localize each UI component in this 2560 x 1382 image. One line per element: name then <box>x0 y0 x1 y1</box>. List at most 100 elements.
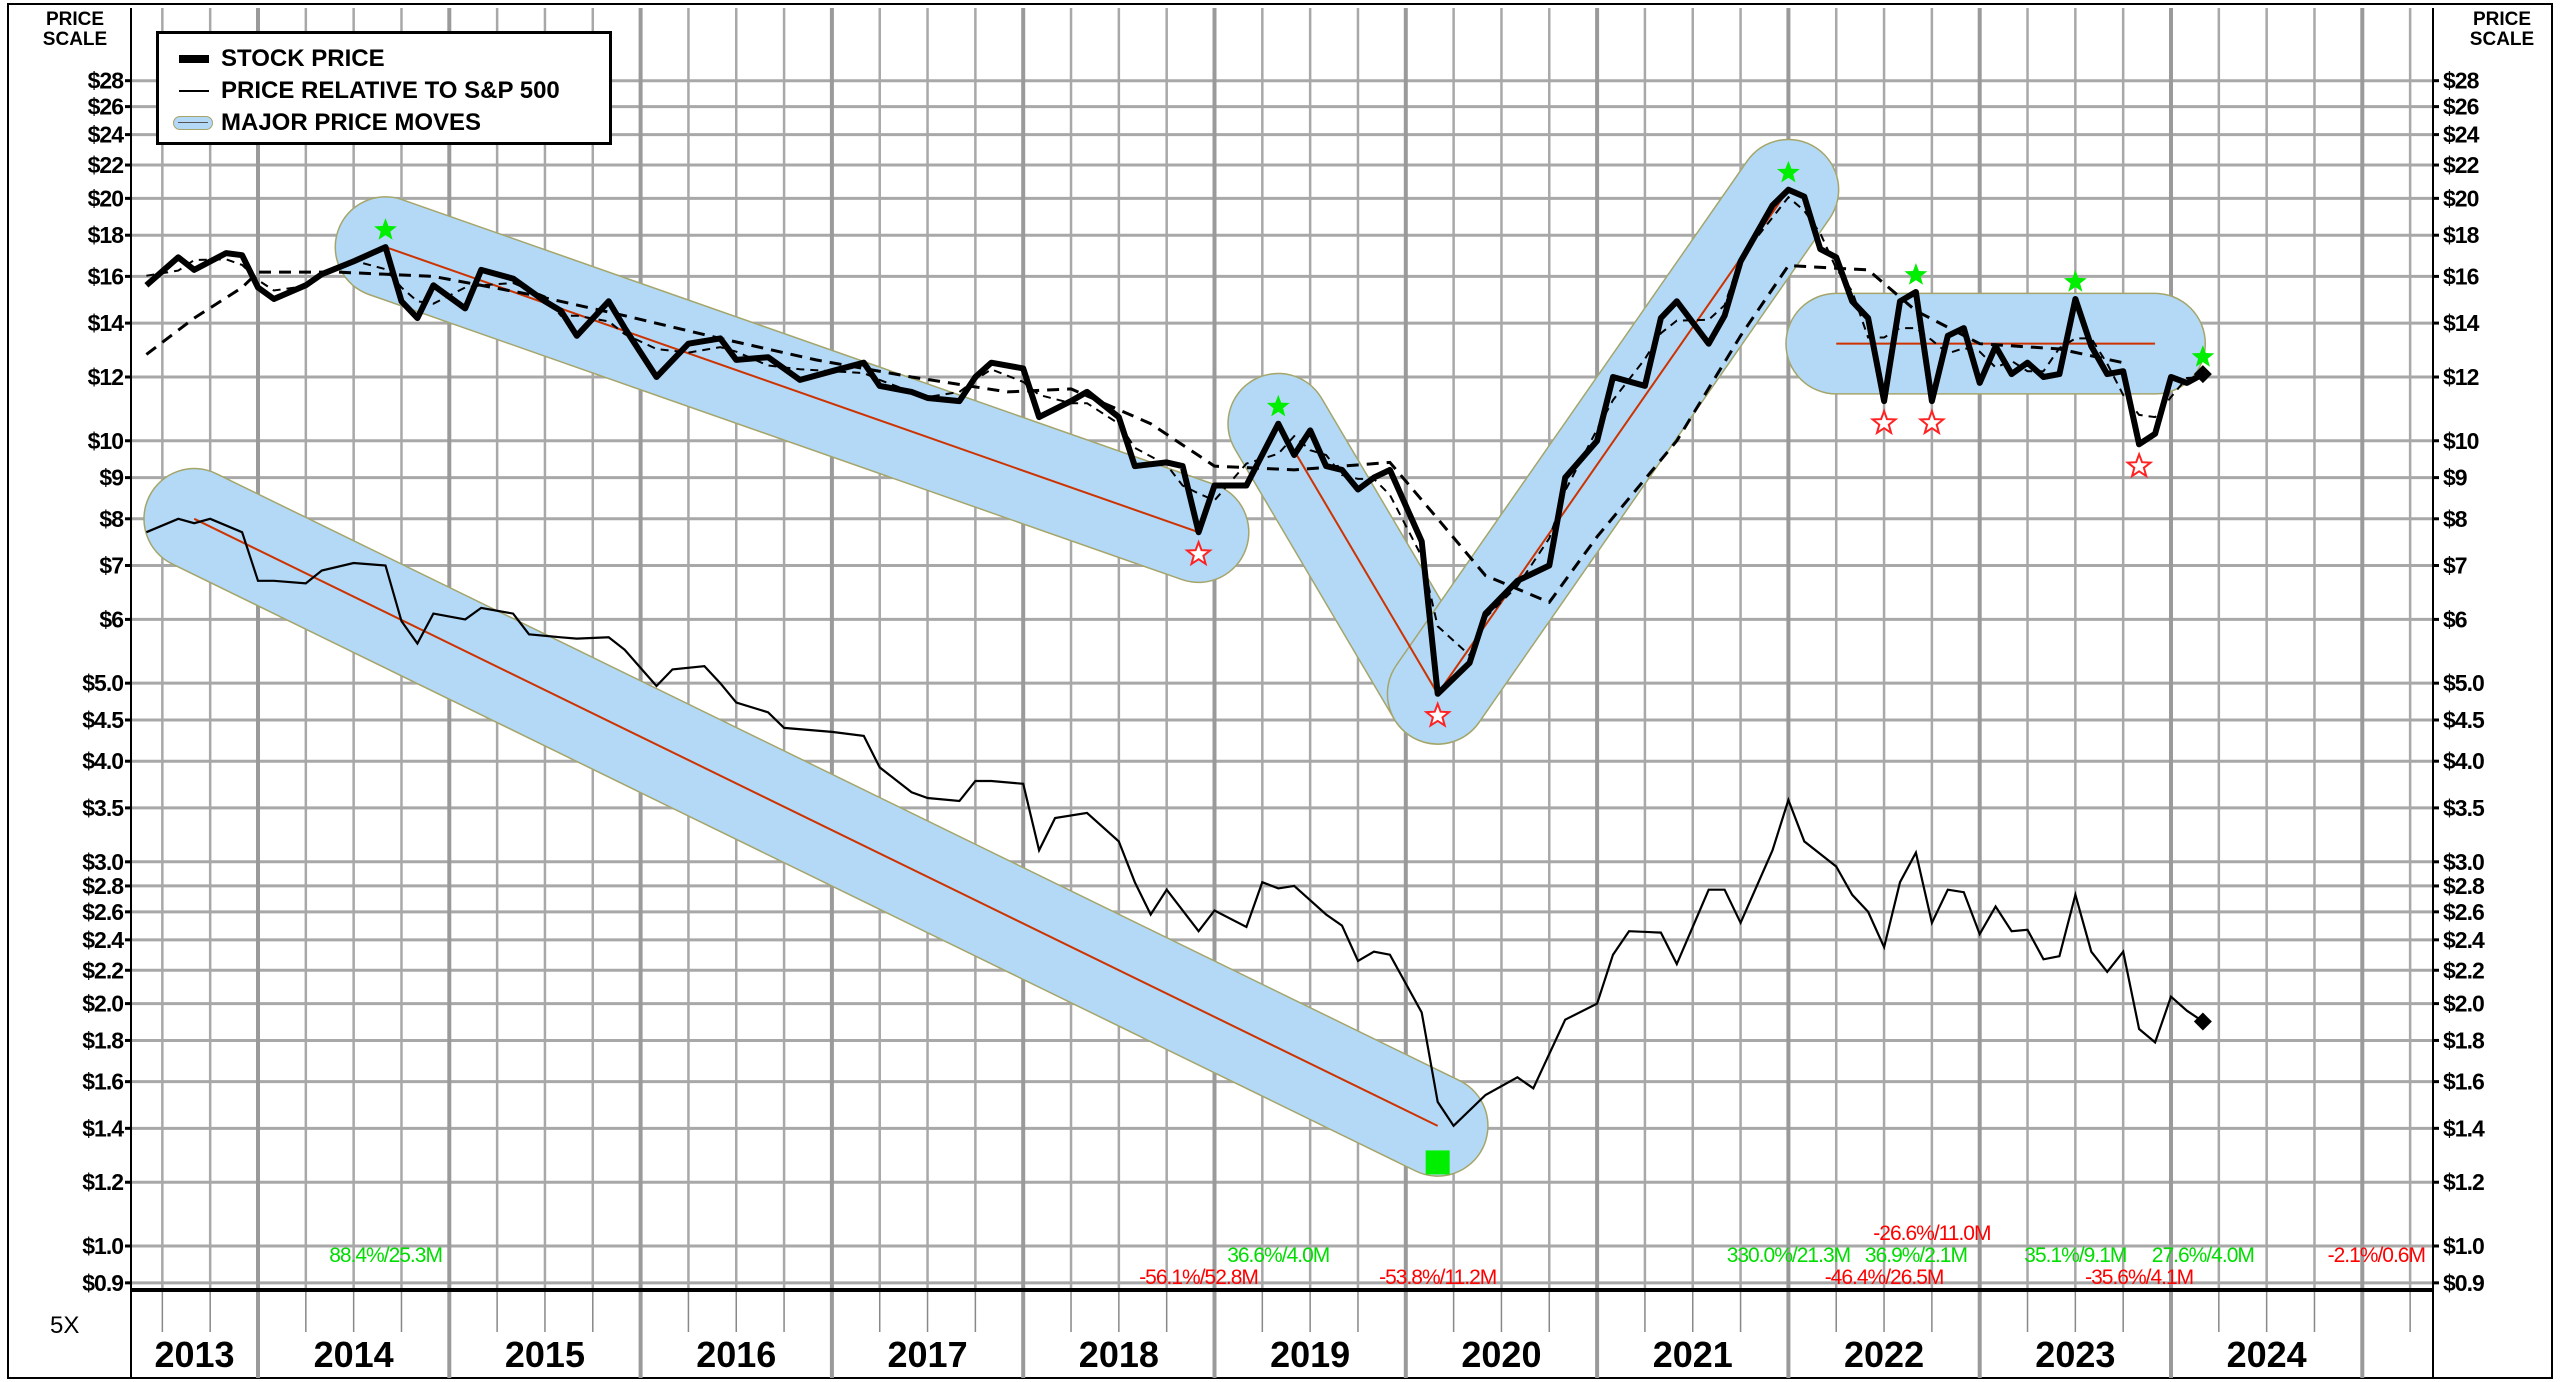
gain-move-label: 36.9%/2.1M <box>1865 1244 1967 1267</box>
y-tick-label-left: $5.0 <box>82 670 123 696</box>
gain-move-label: 88.4%/25.3M <box>329 1244 442 1267</box>
y-tick-label-left: $0.9 <box>82 1270 123 1296</box>
y-tick-label-right: $1.6 <box>2443 1069 2484 1095</box>
low-star-icon <box>2124 451 2154 479</box>
legend-label: MAJOR PRICE MOVES <box>221 109 482 136</box>
y-tick-label-left: $22 <box>88 152 124 178</box>
y-tick-label-left: $12 <box>88 364 124 390</box>
major-move-trendline <box>385 246 1199 534</box>
high-star-icon <box>1777 160 1800 183</box>
y-tick-label-right: $28 <box>2443 68 2480 94</box>
relative-price-line <box>145 517 2204 1128</box>
y-tick-label-right: $1.0 <box>2443 1233 2484 1259</box>
y-tick-label-right: $12 <box>2443 364 2479 390</box>
high-star-icon <box>2191 345 2215 367</box>
x-tick-label-year: 2022 <box>1844 1334 1924 1375</box>
gain-move-label: 330.0%/21.3M <box>1727 1244 1850 1267</box>
x-tick-label-year: 2019 <box>1270 1334 1350 1375</box>
price-scale-word: SCALE <box>42 29 108 50</box>
y-tick-label-left: $3.0 <box>82 849 123 875</box>
price-scale-title-right: PRICE SCALE <box>2462 10 2542 50</box>
loss-move-label: -56.1%/52.8M <box>1139 1266 1258 1289</box>
low-star-icon <box>1917 408 1947 436</box>
y-tick-label-right: $24 <box>2443 122 2480 148</box>
stock-price-line <box>144 186 2205 697</box>
y-tick-label-right: $10 <box>2443 428 2479 454</box>
y-tick-label-right: $1.8 <box>2443 1027 2485 1053</box>
relative-low-square-marker <box>1425 1150 1450 1175</box>
y-tick-label-left: $4.0 <box>82 748 123 774</box>
y-tick-label-left: $2.4 <box>82 927 124 953</box>
y-tick-label-left: $2.6 <box>82 899 123 925</box>
major-move-trendline <box>1277 423 1439 695</box>
high-star-icon <box>1266 394 1290 417</box>
y-tick-label-right: $18 <box>2443 222 2480 248</box>
y-tick-label-right: $26 <box>2443 94 2479 120</box>
high-star-icon <box>374 218 397 240</box>
y-tick-label-left: $16 <box>88 263 124 289</box>
loss-move-label: -2.1%/0.6M <box>2328 1244 2425 1267</box>
low-star-icon <box>1869 408 1899 436</box>
y-tick-label-left: $28 <box>88 68 125 94</box>
x-tick-label-year: 2018 <box>1079 1334 1159 1375</box>
y-tick-label-right: $1.4 <box>2443 1115 2485 1141</box>
high-star-icon <box>2063 270 2087 292</box>
y-tick-label-right: $9 <box>2443 465 2467 491</box>
x-tick-label-year: 2016 <box>696 1334 776 1375</box>
y-tick-label-right: $3.5 <box>2443 795 2485 821</box>
y-tick-label-left: $10 <box>88 428 124 454</box>
y-tick-label-right: $14 <box>2443 310 2480 336</box>
x-tick-label-year: 2017 <box>888 1334 968 1375</box>
legend-label: PRICE RELATIVE TO S&P 500 <box>221 77 560 104</box>
gain-move-label: 36.6%/4.0M <box>1227 1244 1329 1267</box>
y-tick-label-right: $0.9 <box>2443 1270 2484 1296</box>
y-tick-label-left: $26 <box>88 94 124 120</box>
y-tick-label-left: $14 <box>88 310 125 336</box>
loss-move-label: -53.8%/11.2M <box>1379 1266 1496 1289</box>
last-value-diamond-marker <box>2193 365 2212 384</box>
loss-move-label: -26.6%/11.0M <box>1873 1222 1990 1245</box>
high-star-icon <box>1904 263 1928 285</box>
y-tick-label-right: $3.0 <box>2443 849 2484 875</box>
y-tick-label-right: $22 <box>2443 152 2479 178</box>
low-star-icon <box>1423 700 1452 728</box>
y-tick-label-left: $1.0 <box>82 1233 123 1259</box>
y-tick-label-left: $24 <box>88 122 125 148</box>
gain-move-label: 27.6%/4.0M <box>2152 1244 2254 1267</box>
y-tick-label-right: $6 <box>2443 606 2467 632</box>
y-tick-label-right: $2.6 <box>2443 899 2484 925</box>
y-tick-label-left: $18 <box>88 222 125 248</box>
price-scale-word: PRICE <box>2472 9 2532 30</box>
y-tick-label-left: $1.6 <box>82 1069 123 1095</box>
y-tick-label-right: $4.0 <box>2443 748 2484 774</box>
legend-label: STOCK PRICE <box>221 45 385 72</box>
price-scale-word: PRICE <box>45 9 105 30</box>
y-tick-label-left: $2.0 <box>82 991 123 1017</box>
y-tick-label-right: $8 <box>2443 506 2468 532</box>
y-tick-label-left: $1.2 <box>82 1169 123 1195</box>
scale-multiplier-label: 5X <box>50 1312 80 1339</box>
y-tick-label-right: $5.0 <box>2443 670 2484 696</box>
band-swatch-icon <box>173 116 213 130</box>
major-move-trendline <box>1436 189 1790 695</box>
x-tick-label-year: 2014 <box>314 1334 394 1375</box>
y-tick-label-left: $6 <box>99 606 123 632</box>
y-tick-label-right: $1.2 <box>2443 1169 2484 1195</box>
y-tick-label-right: $16 <box>2443 263 2479 289</box>
gain-move-label: 35.1%/9.1M <box>2024 1244 2126 1267</box>
major-move-trendline <box>193 517 1439 1127</box>
y-tick-label-left: $20 <box>88 185 124 211</box>
y-tick-label-right: $2.0 <box>2443 991 2484 1017</box>
x-tick-label-year: 2013 <box>154 1334 234 1375</box>
low-star-icon <box>1184 539 1213 567</box>
y-tick-label-right: $2.2 <box>2443 957 2484 983</box>
chart-frame <box>7 3 2553 1379</box>
x-tick-label-year: 2020 <box>1461 1334 1541 1375</box>
loss-move-label: -35.6%/4.1M <box>2085 1266 2193 1289</box>
x-tick-label-year: 2023 <box>2035 1334 2115 1375</box>
y-tick-label-left: $1.4 <box>82 1115 124 1141</box>
y-tick-label-left: $3.5 <box>82 795 124 821</box>
y-tick-label-left: $7 <box>99 552 123 578</box>
y-tick-label-right: $4.5 <box>2443 707 2485 733</box>
y-tick-label-left: $4.5 <box>82 707 124 733</box>
